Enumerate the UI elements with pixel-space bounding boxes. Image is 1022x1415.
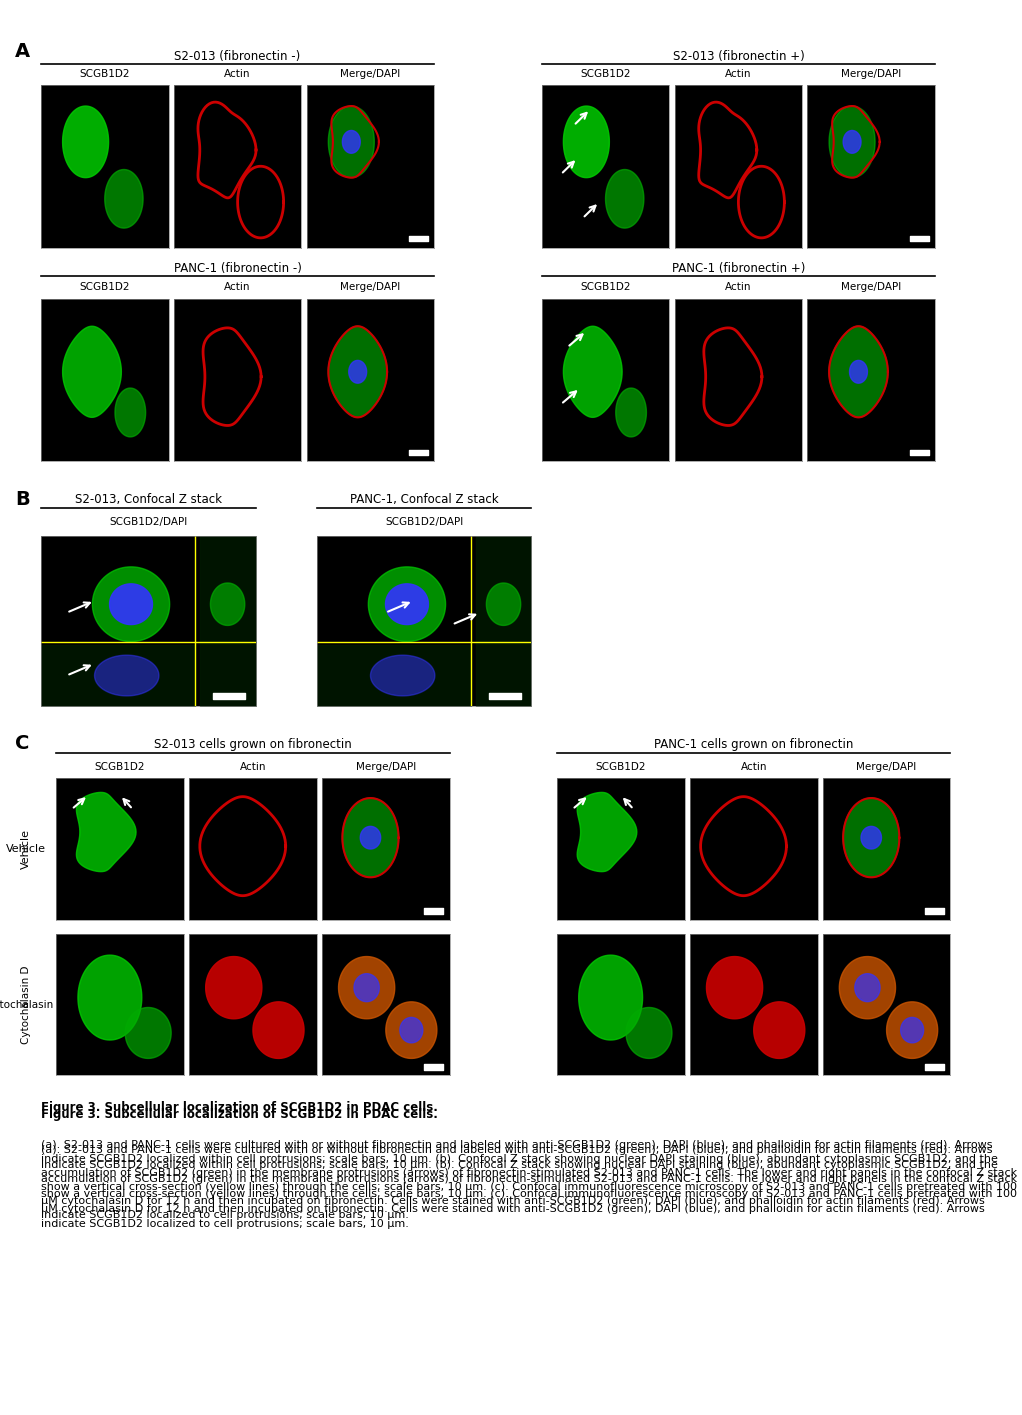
- Polygon shape: [829, 106, 875, 178]
- Polygon shape: [626, 1007, 672, 1058]
- Polygon shape: [342, 130, 361, 153]
- Text: Cytochalasin D: Cytochalasin D: [20, 965, 31, 1044]
- Polygon shape: [62, 106, 108, 178]
- Polygon shape: [62, 327, 122, 417]
- Polygon shape: [328, 106, 374, 178]
- Text: Actin: Actin: [225, 282, 250, 293]
- Polygon shape: [606, 170, 644, 228]
- Polygon shape: [126, 1007, 171, 1058]
- Text: S2-013 (fibronectin -): S2-013 (fibronectin -): [175, 50, 300, 64]
- Polygon shape: [253, 1002, 305, 1058]
- Polygon shape: [349, 361, 367, 383]
- Text: Vehicle: Vehicle: [20, 829, 31, 869]
- Polygon shape: [115, 388, 146, 437]
- Text: Merge/DAPI: Merge/DAPI: [340, 68, 401, 79]
- Polygon shape: [843, 798, 899, 877]
- Text: A: A: [15, 42, 31, 61]
- Polygon shape: [361, 826, 381, 849]
- Text: S2-013 cells grown on fibronectin: S2-013 cells grown on fibronectin: [154, 737, 352, 751]
- Polygon shape: [563, 106, 609, 178]
- Text: Figure 3. Subcellular localization of SCGB1D2 in PDAC cells.: Figure 3. Subcellular localization of SC…: [41, 1108, 437, 1121]
- Polygon shape: [839, 957, 895, 1019]
- Polygon shape: [862, 826, 881, 849]
- Polygon shape: [205, 957, 262, 1019]
- Text: PANC-1 (fibronectin -): PANC-1 (fibronectin -): [174, 262, 301, 276]
- Polygon shape: [386, 1002, 437, 1058]
- Text: (a). S2-013 and PANC-1 cells were cultured with or without fibronectin and label: (a). S2-013 and PANC-1 cells were cultur…: [41, 1145, 1017, 1228]
- Text: SCGB1D2: SCGB1D2: [80, 282, 130, 293]
- Text: Merge/DAPI: Merge/DAPI: [340, 282, 401, 293]
- Polygon shape: [616, 388, 647, 437]
- Polygon shape: [354, 974, 379, 1002]
- Polygon shape: [342, 798, 399, 877]
- Polygon shape: [578, 955, 643, 1040]
- Text: SCGB1D2: SCGB1D2: [580, 282, 631, 293]
- Text: SCGB1D2: SCGB1D2: [580, 68, 631, 79]
- Polygon shape: [887, 1002, 938, 1058]
- Polygon shape: [95, 655, 159, 696]
- Polygon shape: [92, 567, 170, 641]
- Text: Merge/DAPI: Merge/DAPI: [856, 761, 917, 773]
- Text: C: C: [15, 734, 30, 753]
- Polygon shape: [211, 583, 245, 625]
- Polygon shape: [338, 957, 394, 1019]
- Text: S2-013, Confocal Z stack: S2-013, Confocal Z stack: [75, 492, 222, 507]
- Polygon shape: [400, 1017, 423, 1043]
- Polygon shape: [854, 974, 880, 1002]
- Polygon shape: [849, 361, 868, 383]
- Text: PANC-1 cells grown on fibronectin: PANC-1 cells grown on fibronectin: [654, 737, 853, 751]
- Text: Merge/DAPI: Merge/DAPI: [841, 68, 901, 79]
- Polygon shape: [385, 584, 428, 624]
- Text: S2-013 (fibronectin +): S2-013 (fibronectin +): [672, 50, 804, 64]
- Text: SCGB1D2: SCGB1D2: [596, 761, 646, 773]
- Polygon shape: [371, 655, 435, 696]
- Polygon shape: [78, 955, 142, 1040]
- Polygon shape: [328, 327, 387, 417]
- Text: Figure 3. Subcellular localization of SCGB1D2 in PDAC cells.: Figure 3. Subcellular localization of SC…: [41, 1101, 437, 1114]
- Text: Vehicle: Vehicle: [5, 843, 46, 855]
- Polygon shape: [900, 1017, 924, 1043]
- Polygon shape: [754, 1002, 805, 1058]
- Polygon shape: [109, 584, 152, 624]
- Text: Cytochalasin D: Cytochalasin D: [0, 999, 64, 1010]
- Text: PANC-1 (fibronectin +): PANC-1 (fibronectin +): [671, 262, 805, 276]
- Polygon shape: [829, 327, 888, 417]
- Text: SCGB1D2: SCGB1D2: [80, 68, 130, 79]
- Polygon shape: [368, 567, 446, 641]
- Polygon shape: [843, 130, 861, 153]
- Polygon shape: [706, 957, 762, 1019]
- Text: Actin: Actin: [741, 761, 766, 773]
- Text: Actin: Actin: [726, 68, 751, 79]
- Text: Actin: Actin: [225, 68, 250, 79]
- Text: PANC-1, Confocal Z stack: PANC-1, Confocal Z stack: [350, 492, 499, 507]
- Polygon shape: [563, 327, 622, 417]
- Text: (a). S2-013 and PANC-1 cells were cultured with or without fibronectin and label: (a). S2-013 and PANC-1 cells were cultur…: [41, 1140, 1017, 1221]
- Text: Merge/DAPI: Merge/DAPI: [841, 282, 901, 293]
- Text: Merge/DAPI: Merge/DAPI: [356, 761, 416, 773]
- Polygon shape: [577, 792, 637, 872]
- Text: Actin: Actin: [240, 761, 266, 773]
- Text: SCGB1D2: SCGB1D2: [95, 761, 145, 773]
- Text: SCGB1D2/DAPI: SCGB1D2/DAPI: [385, 516, 463, 528]
- Polygon shape: [486, 583, 521, 625]
- Polygon shape: [77, 792, 136, 872]
- Polygon shape: [105, 170, 143, 228]
- Text: Actin: Actin: [726, 282, 751, 293]
- Text: B: B: [15, 490, 30, 508]
- Text: SCGB1D2/DAPI: SCGB1D2/DAPI: [109, 516, 187, 528]
